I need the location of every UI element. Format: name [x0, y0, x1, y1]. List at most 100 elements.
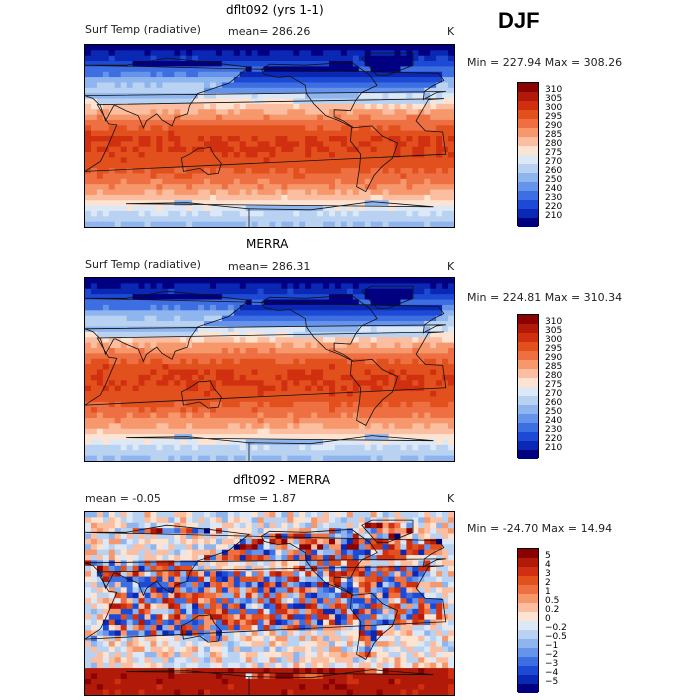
colorbar-swatch — [518, 191, 538, 200]
colorbar-tick-label: 305 — [545, 94, 563, 104]
coastline — [260, 528, 378, 596]
panel-1-unit-label: K — [447, 25, 455, 38]
colorbar-swatch — [518, 333, 538, 342]
colorbar-tick-label: 295 — [545, 112, 563, 122]
colorbar-swatch — [518, 378, 538, 387]
colorbar-swatch — [518, 209, 538, 218]
colorbar-tick-label: 290 — [545, 121, 563, 131]
panel-3-unit-label: K — [447, 492, 455, 505]
panel-2-variable-label: Surf Temp (radiative) — [85, 258, 201, 271]
colorbar-swatch — [518, 396, 538, 405]
colorbar-swatch — [518, 684, 538, 693]
colorbar-tick-label: 260 — [545, 398, 563, 408]
panel-2-map — [84, 277, 455, 462]
colorbar-tick-label: 210 — [545, 211, 563, 221]
colorbar-tick-label: 210 — [545, 443, 563, 453]
panel-3-rmse-label: rmse = 1.87 — [228, 492, 297, 505]
colorbar-swatch — [518, 315, 538, 324]
colorbar-swatch — [518, 218, 538, 227]
coastline — [361, 519, 414, 543]
colorbar-tick-label: 300 — [545, 103, 563, 113]
colorbar-swatch — [518, 441, 538, 450]
colorbar-swatch — [518, 648, 538, 657]
colorbar-tick-label: 310 — [545, 85, 563, 95]
colorbar-swatch — [518, 324, 538, 333]
coastline — [361, 285, 414, 309]
colorbar-tick-label: 285 — [545, 130, 563, 140]
coastline — [260, 294, 378, 362]
panel-1-minmax-label: Min = 227.94 Max = 308.26 — [467, 56, 623, 69]
coastline — [85, 98, 447, 172]
colorbar-swatch — [518, 675, 538, 684]
coastline — [85, 565, 447, 640]
panel-3-minmax-label: Min = -24.70 Max = 14.94 — [467, 522, 613, 535]
colorbar-tick-label: 305 — [545, 326, 563, 336]
coastline — [350, 358, 399, 426]
coastline — [85, 290, 446, 363]
colorbar-tick-label: 275 — [545, 148, 563, 158]
panel-3-title: dflt092 - MERRA — [233, 473, 331, 487]
panel-3-map — [84, 511, 455, 696]
colorbar-tick-label: 240 — [545, 416, 563, 426]
colorbar-swatch — [518, 119, 538, 128]
colorbar-swatch — [518, 567, 538, 576]
colorbar-swatch — [518, 549, 538, 558]
panel-1-variable-label: Surf Temp (radiative) — [85, 23, 201, 36]
panel-2-minmax-label: Min = 224.81 Max = 310.34 — [467, 291, 623, 304]
colorbar-tick-label: 0 — [545, 614, 551, 624]
panel-3-mean-label: mean = -0.05 — [85, 492, 161, 505]
coastline — [350, 125, 399, 193]
coastline — [180, 380, 222, 409]
colorbar-swatch — [518, 450, 538, 459]
colorbar-swatch — [518, 405, 538, 414]
colorbar-swatch — [518, 414, 538, 423]
panel-1-title: dflt092 (yrs 1-1) — [226, 3, 324, 17]
colorbar-tick-label: −1 — [545, 641, 559, 651]
colorbar-swatch — [518, 200, 538, 209]
colorbar-tick-label: 280 — [545, 371, 563, 381]
colorbar-swatch — [518, 182, 538, 191]
colorbar-tick-label: 275 — [545, 380, 563, 390]
colorbar-swatch — [518, 351, 538, 360]
colorbar-swatch — [518, 621, 538, 630]
colorbar-tick-label: −4 — [545, 668, 559, 678]
colorbar-swatch — [518, 630, 538, 639]
coastline — [350, 592, 399, 660]
colorbar-swatch — [518, 612, 538, 621]
colorbar-swatch — [518, 137, 538, 146]
coastline — [85, 331, 447, 406]
colorbar-tick-label: 5 — [545, 551, 551, 561]
coastline — [85, 57, 446, 129]
colorbar-tick-label: 280 — [545, 139, 563, 149]
panel-1-mean-label: mean= 286.26 — [228, 25, 311, 38]
coastline — [85, 524, 446, 597]
colorbar-swatch — [518, 342, 538, 351]
colorbar-tick-label: 250 — [545, 407, 563, 417]
colorbar-tick-label: 0.5 — [545, 596, 560, 606]
colorbar-swatch — [518, 92, 538, 101]
panel-1-colorbar — [517, 82, 539, 227]
panel-1-map — [84, 44, 455, 228]
colorbar-swatch — [518, 576, 538, 585]
map-field — [85, 278, 454, 461]
season-title: DJF — [498, 8, 540, 33]
colorbar-swatch — [518, 585, 538, 594]
colorbar-swatch — [518, 387, 538, 396]
colorbar-tick-label: 1 — [545, 587, 551, 597]
colorbar-swatch — [518, 639, 538, 648]
colorbar-swatch — [518, 110, 538, 119]
panel-2-unit-label: K — [447, 260, 455, 273]
colorbar-tick-label: 220 — [545, 202, 563, 212]
colorbar-swatch — [518, 603, 538, 612]
coastline — [125, 201, 434, 227]
colorbar-swatch — [518, 657, 538, 666]
colorbar-tick-label: 240 — [545, 184, 563, 194]
colorbar-swatch — [518, 128, 538, 137]
colorbar-tick-label: 270 — [545, 389, 563, 399]
colorbar-swatch — [518, 666, 538, 675]
colorbar-tick-label: 0.2 — [545, 605, 560, 615]
coastline — [125, 435, 434, 461]
colorbar-tick-label: 2 — [545, 578, 551, 588]
colorbar-tick-label: −0.5 — [545, 632, 567, 642]
colorbar-tick-label: 310 — [545, 317, 563, 327]
